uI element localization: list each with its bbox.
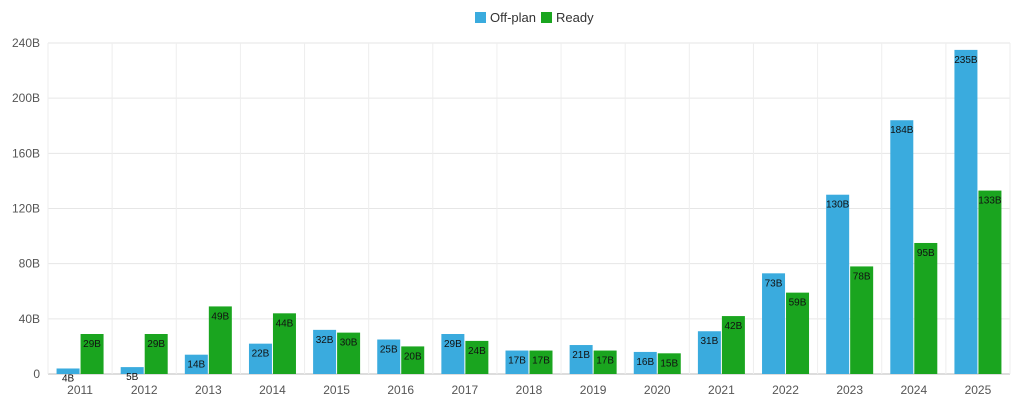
bar-ready: [593, 350, 617, 374]
x-tick-label: 2018: [516, 383, 543, 397]
y-tick-label: 120B: [12, 202, 40, 216]
y-tick-label: 160B: [12, 146, 40, 160]
bar-off-plan: [762, 273, 786, 374]
bar-off-plan: [184, 354, 208, 374]
data-label: 73B: [765, 278, 783, 289]
bar-off-plan: [377, 339, 401, 374]
bar-ready: [144, 334, 168, 374]
x-tick-label: 2019: [580, 383, 607, 397]
data-label: 95B: [917, 248, 935, 259]
bar-off-plan: [441, 334, 465, 374]
data-label: 21B: [572, 350, 590, 361]
bar-ready: [529, 350, 553, 374]
data-label: 5B: [126, 372, 139, 383]
data-label: 29B: [444, 339, 462, 350]
grid-lines: [47, 42, 1011, 375]
bar-ready: [208, 306, 232, 374]
legend-swatch: [541, 12, 552, 23]
bar-off-plan: [313, 329, 337, 374]
bar-ready: [657, 353, 681, 374]
data-label: 17B: [508, 356, 526, 367]
x-axis: 2011 2012 2013 2014 2015 2016 2017 2018 2019 2020…: [67, 383, 991, 397]
data-label: 4B: [62, 373, 75, 384]
data-label: 22B: [252, 349, 270, 360]
data-label: 133B: [978, 196, 1002, 207]
data-label: 59B: [789, 298, 807, 309]
legend: Off-plan Ready: [475, 10, 594, 25]
bar-ready: [786, 292, 810, 374]
y-tick-label: 200B: [12, 91, 40, 105]
bar-off-plan: [890, 120, 914, 374]
bar-off-plan: [505, 350, 529, 374]
legend-label: Off-plan: [490, 10, 536, 25]
bar-ready: [978, 190, 1002, 374]
x-tick-label: 2013: [195, 383, 222, 397]
bar-off-plan: [697, 331, 721, 374]
data-label: 17B: [596, 356, 614, 367]
data-label: 15B: [660, 358, 678, 369]
bar-off-plan: [633, 351, 657, 374]
bar-off-plan: [248, 343, 272, 374]
bar-ready: [721, 316, 745, 374]
data-label: 32B: [316, 335, 334, 346]
y-tick-label: 240B: [12, 36, 40, 50]
data-label: 78B: [853, 271, 871, 282]
x-tick-label: 2012: [131, 383, 158, 397]
data-label: 235B: [954, 55, 978, 66]
bar-ready: [80, 334, 104, 374]
x-tick-label: 2020: [644, 383, 671, 397]
legend-label: Ready: [556, 10, 594, 25]
bar-off-plan: [826, 194, 850, 374]
bars: [56, 49, 1002, 374]
data-label: 49B: [211, 311, 229, 322]
data-label: 42B: [725, 321, 743, 332]
bar-ready: [401, 346, 425, 374]
data-label: 30B: [340, 338, 358, 349]
y-tick-label: 0: [33, 367, 40, 381]
x-tick-label: 2024: [900, 383, 927, 397]
x-tick-label: 2025: [965, 383, 992, 397]
data-label: 31B: [701, 336, 719, 347]
bar-ready: [337, 332, 361, 374]
data-label: 29B: [147, 339, 165, 350]
bar-ready: [465, 340, 489, 374]
bar-off-plan: [954, 49, 978, 374]
bar-ready: [272, 313, 296, 374]
x-tick-label: 2023: [836, 383, 863, 397]
data-label: 130B: [826, 200, 850, 211]
legend-swatch: [475, 12, 486, 23]
data-label: 29B: [83, 339, 101, 350]
x-tick-label: 2022: [772, 383, 799, 397]
data-label: 20B: [404, 351, 422, 362]
data-label: 25B: [380, 345, 398, 356]
data-label: 14B: [187, 360, 205, 371]
data-label: 184B: [890, 125, 914, 136]
data-labels: 4B 5B 14B 22B 32B 25B 29B 17B 21B 16B 31B 73B 130B 18…: [62, 55, 1002, 385]
bar-off-plan: [569, 345, 593, 374]
x-tick-label: 2017: [452, 383, 479, 397]
bar-ready: [850, 266, 874, 374]
data-label: 17B: [532, 356, 550, 367]
bar-ready: [914, 242, 938, 374]
y-tick-label: 80B: [19, 257, 40, 271]
data-label: 44B: [276, 318, 294, 329]
x-tick-label: 2016: [387, 383, 414, 397]
y-tick-label: 40B: [19, 312, 40, 326]
data-label: 24B: [468, 346, 486, 357]
x-tick-label: 2021: [708, 383, 735, 397]
x-tick-label: 2015: [323, 383, 350, 397]
x-tick-label: 2011: [67, 383, 93, 397]
bar-off-plan: [120, 367, 144, 374]
y-axis: 0 40B 80B 120B 160B 200B 240B: [12, 36, 40, 381]
x-tick-label: 2014: [259, 383, 286, 397]
data-label: 16B: [636, 357, 654, 368]
bar-off-plan: [56, 368, 80, 374]
